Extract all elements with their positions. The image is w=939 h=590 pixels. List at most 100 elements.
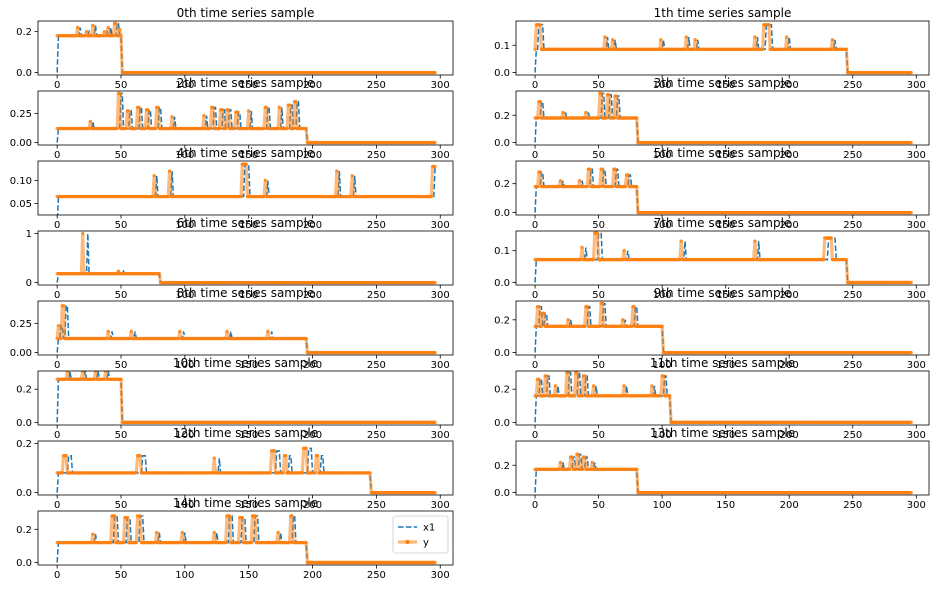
axes-frame	[515, 370, 930, 426]
series-y-point	[650, 384, 654, 388]
series-y-point	[64, 377, 68, 381]
series-y-point	[262, 126, 266, 131]
series-y-point	[582, 324, 587, 329]
series-y-point	[533, 47, 537, 52]
x-tick-label: 150	[239, 150, 258, 161]
subplot-title: 2th time series sample	[177, 76, 315, 90]
series-y-point	[93, 371, 98, 373]
series-y-point	[245, 126, 250, 131]
series-y-point	[276, 530, 280, 535]
x-tick-label: 250	[843, 500, 862, 511]
series-y-point	[121, 540, 126, 545]
series-y-point	[544, 374, 549, 378]
series-y-point	[65, 371, 70, 373]
y-tick-label: 0.2	[494, 315, 510, 326]
series-y-point	[111, 34, 116, 38]
axes-frame	[37, 300, 454, 356]
series-y-point	[212, 530, 216, 535]
x-tick-label: 0	[54, 360, 60, 371]
y-tick-label: 0	[26, 278, 32, 289]
series-y-point	[115, 126, 119, 131]
subplot-title: 6th time series sample	[177, 216, 315, 230]
series-y-point	[657, 47, 662, 52]
x-tick-label: 0	[54, 290, 60, 301]
series-y-point	[565, 324, 569, 329]
series-y-point	[143, 126, 147, 131]
series-y-point	[74, 34, 79, 38]
x-tick-label: 150	[716, 500, 735, 511]
x-tick-label: 250	[843, 290, 862, 301]
x-tick-label: 300	[431, 430, 450, 441]
legend-label-x1: x1	[423, 523, 435, 534]
series-y-point	[538, 170, 542, 174]
x-tick-label: 250	[843, 430, 862, 441]
axes-frame	[37, 20, 454, 76]
series-y-point	[275, 540, 279, 545]
y-tick-label: 0.2	[16, 525, 32, 536]
axes-frame	[37, 440, 454, 496]
series-y-point	[588, 167, 592, 171]
x-tick-label: 300	[907, 360, 926, 371]
series-y-point	[102, 29, 107, 34]
x-tick-label: 100	[175, 220, 194, 231]
series-y-point	[105, 336, 109, 341]
series-y-point	[304, 446, 308, 451]
axes-frame	[37, 90, 454, 146]
series-y-point	[178, 329, 182, 334]
series-y-point	[909, 420, 913, 425]
series-y-point	[751, 47, 756, 52]
series-y-point	[585, 305, 589, 309]
y-tick-label: 0.10	[10, 176, 32, 187]
x-tick-label: 200	[780, 150, 799, 161]
series-y-point	[211, 540, 215, 545]
y-tick-label: 0.00	[10, 348, 32, 359]
series-y-point	[693, 38, 697, 42]
series-y-point	[128, 336, 132, 341]
series-y-point	[240, 515, 245, 520]
x-tick-label: 150	[239, 360, 258, 371]
series-y-point	[112, 514, 117, 518]
x-tick-label: 50	[592, 290, 605, 301]
series-y-point	[558, 179, 563, 183]
series-y-point	[433, 560, 437, 565]
series-y-point	[119, 34, 123, 38]
series-y-point	[101, 34, 105, 38]
series-y-point	[83, 34, 87, 38]
series-y-point	[134, 126, 139, 131]
y-tick-label: 0.2	[16, 27, 32, 38]
y-tick-label: 0.1	[494, 41, 510, 52]
series-y-point	[909, 210, 913, 215]
subplot-title: 3th time series sample	[654, 76, 792, 90]
legend-frame	[392, 515, 449, 554]
x-tick-label: 0	[54, 150, 60, 161]
x-tick-label: 50	[115, 220, 128, 231]
series-y-point	[211, 471, 215, 475]
series-y-point	[125, 515, 130, 520]
series-y-point	[557, 184, 561, 189]
x-tick-label: 0	[54, 80, 60, 91]
series-y-point	[591, 384, 596, 388]
series-y-point	[760, 47, 765, 52]
x-tick-label: 50	[115, 430, 128, 441]
series-y-point	[224, 126, 228, 131]
series-y-point	[291, 126, 296, 131]
x-tick-label: 100	[175, 80, 194, 91]
subplot-title: 14th time series sample	[173, 496, 318, 510]
x-tick-label: 0	[54, 500, 60, 511]
series-y-point	[538, 23, 542, 27]
x-tick-label: 150	[716, 290, 735, 301]
series-y-point	[232, 126, 237, 131]
series-y-point	[433, 280, 437, 285]
series-y-point	[89, 540, 94, 545]
series-y-point	[226, 108, 230, 112]
series-y-point	[89, 34, 94, 38]
series-y-point	[661, 374, 666, 378]
x-tick-label: 200	[303, 430, 322, 441]
